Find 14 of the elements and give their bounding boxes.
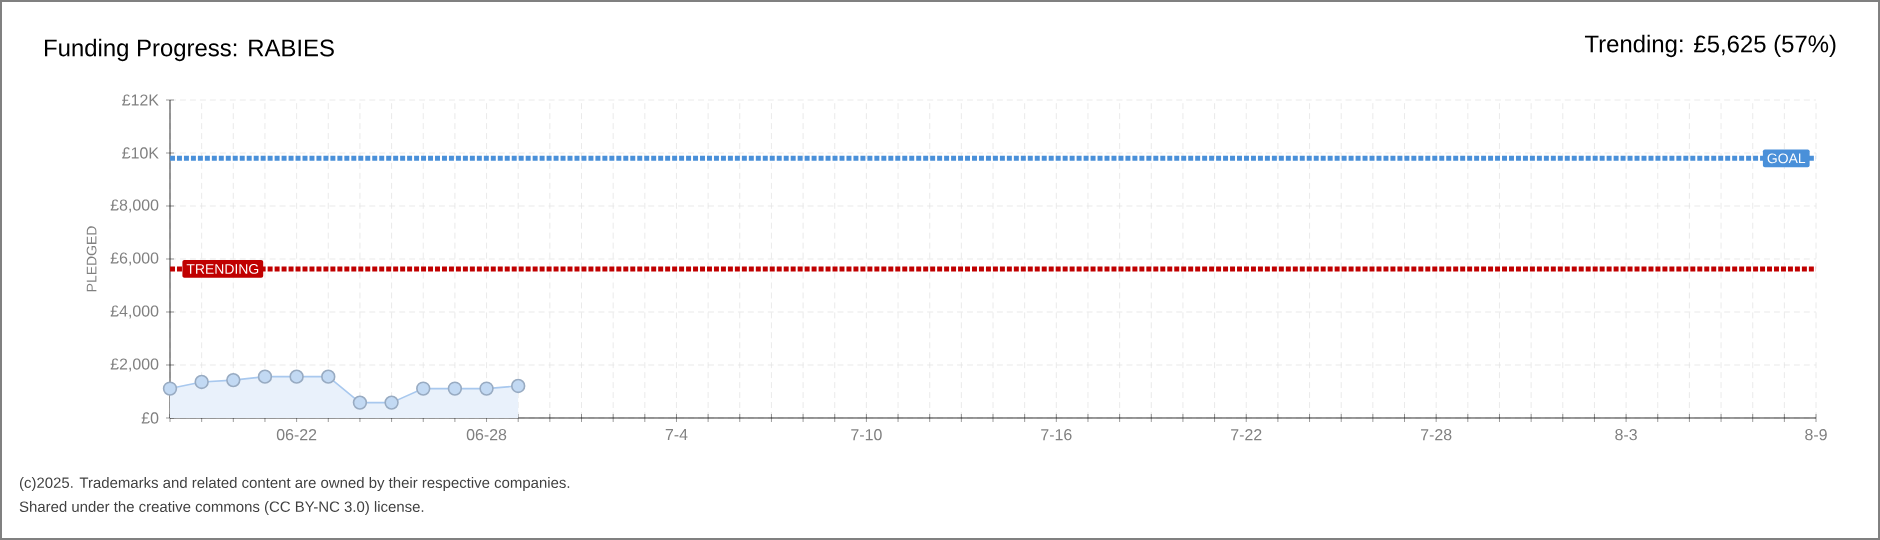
point bbox=[511, 378, 526, 394]
point bbox=[416, 381, 431, 396]
point bbox=[384, 395, 399, 410]
point bbox=[162, 381, 178, 396]
point bbox=[447, 381, 463, 396]
chart-title: Funding Progress: RABIES bbox=[45, 38, 334, 62]
point bbox=[352, 395, 368, 410]
chart-subtitle: Trending: £5,625 (57%) bbox=[1584, 34, 1836, 58]
point bbox=[289, 369, 304, 384]
point bbox=[257, 369, 273, 384]
point bbox=[194, 374, 209, 390]
point bbox=[479, 381, 494, 396]
point bbox=[226, 372, 241, 388]
point bbox=[321, 369, 336, 384]
